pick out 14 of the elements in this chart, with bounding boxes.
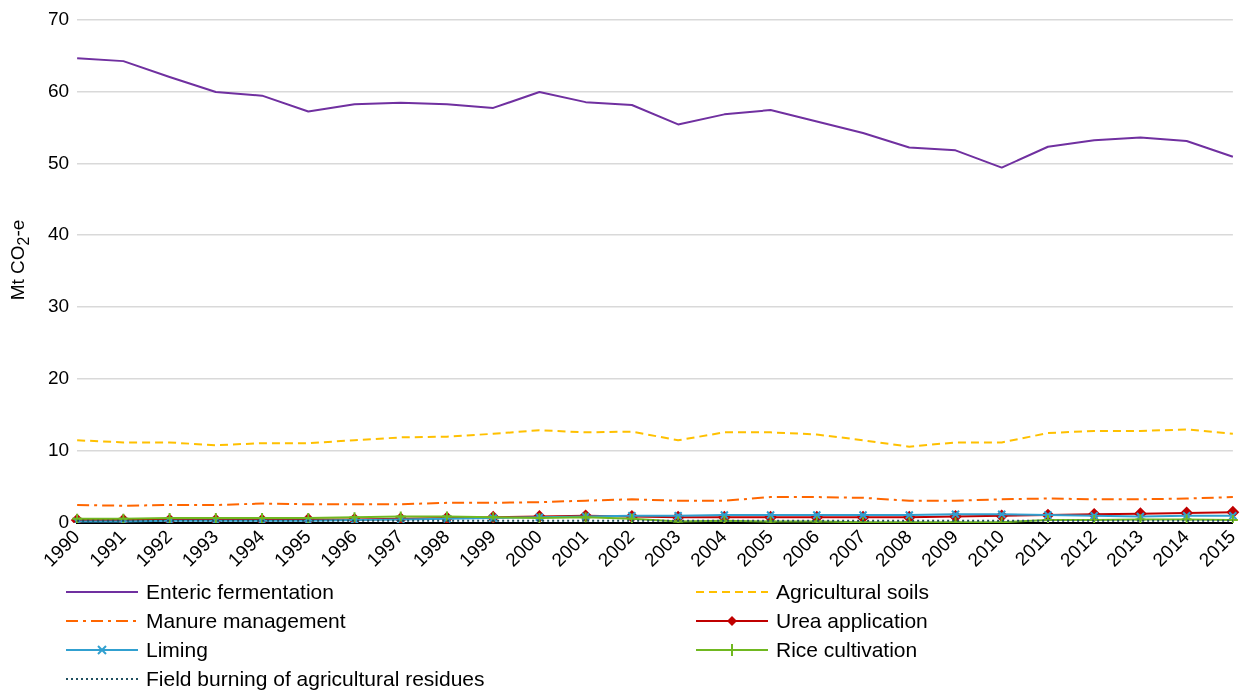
legend-label: Rice cultivation: [776, 637, 918, 662]
legend-label: Enteric fermentation: [146, 579, 334, 604]
y-tick-label: 70: [47, 7, 70, 29]
legend-label: Agricultural soils: [776, 579, 929, 604]
y-tick-label: 20: [47, 367, 70, 389]
y-tick-label: 10: [47, 439, 70, 461]
legend-label: Liming: [146, 637, 208, 662]
y-tick-label: 60: [47, 79, 70, 101]
y-tick-label: 50: [47, 151, 70, 173]
y-tick-label: 40: [47, 223, 70, 245]
legend-label: Field burning of agricultural residues: [146, 666, 485, 691]
legend-label: Manure management: [146, 608, 346, 633]
legend-label: Urea application: [776, 608, 928, 633]
y-tick-label: 30: [47, 295, 70, 317]
